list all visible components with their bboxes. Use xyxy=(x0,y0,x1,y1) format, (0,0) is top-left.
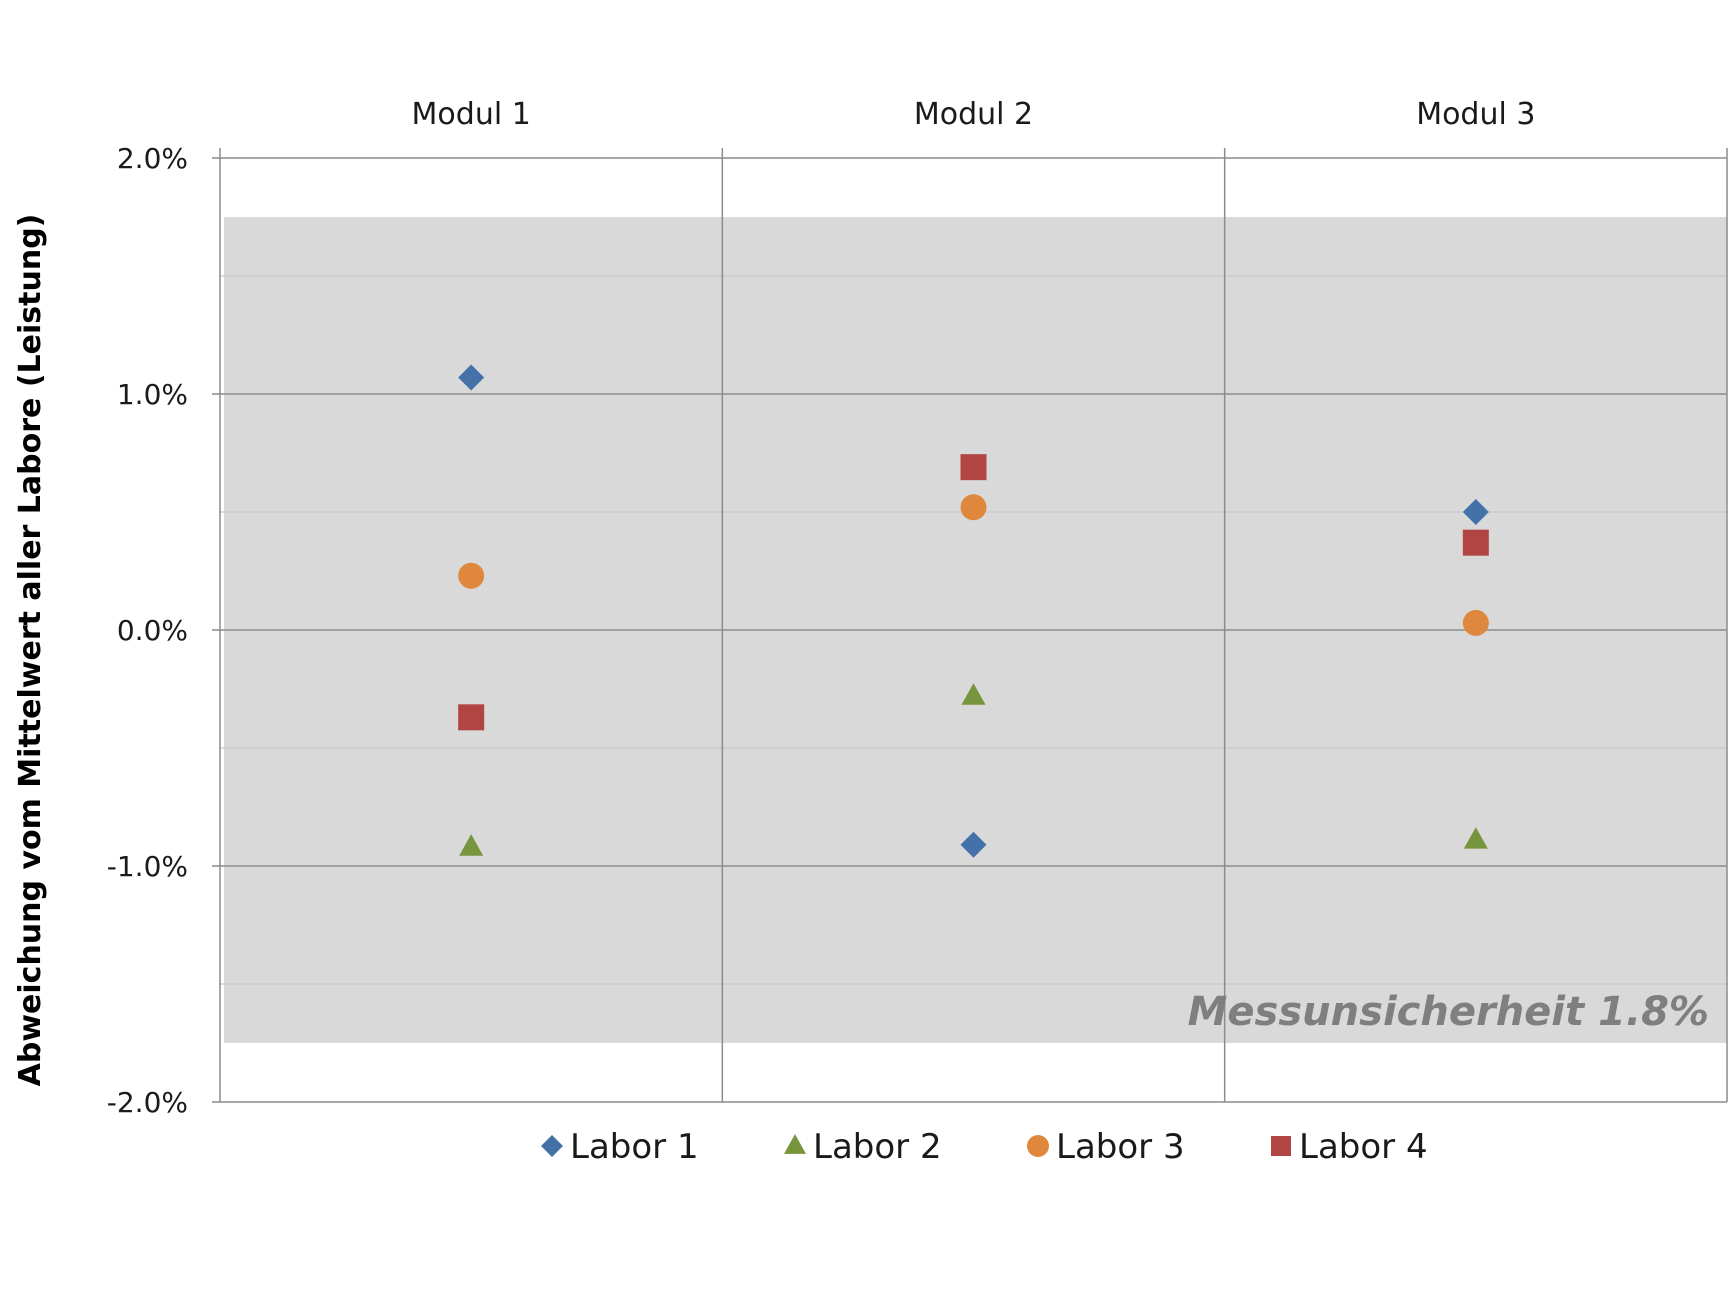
legend-marker xyxy=(784,1134,806,1154)
legend-item-labor-2: Labor 2 xyxy=(784,1127,942,1167)
uncertainty-band-label: Messunsicherheit 1.8% xyxy=(1188,989,1709,1035)
category-label: Modul 2 xyxy=(914,97,1033,132)
y-tick-label: 0.0% xyxy=(117,614,188,647)
legend-marker xyxy=(1027,1135,1049,1157)
marker-labor-1 xyxy=(960,831,987,858)
marker-labor-4 xyxy=(1462,529,1489,556)
legend: Labor 1 Labor 2 Labor 3 Labor 4 xyxy=(541,1127,1428,1167)
marker-labor-2 xyxy=(459,834,484,856)
legend-label: Labor 4 xyxy=(1299,1127,1428,1167)
marker-labor-4 xyxy=(960,454,987,481)
marker-labor-2 xyxy=(961,683,986,705)
y-tick-label: -1.0% xyxy=(107,850,188,883)
marker-labor-1 xyxy=(1462,499,1489,525)
y-tick-label: 1.0% xyxy=(117,378,188,411)
legend-label: Labor 3 xyxy=(1056,1127,1185,1167)
marker-labor-3 xyxy=(458,562,485,589)
category-label: Modul 3 xyxy=(1416,97,1535,132)
category-labels: Modul 1 Modul 2 Modul 3 xyxy=(412,97,1536,132)
legend-item-labor-3: Labor 3 xyxy=(1027,1127,1185,1167)
data-markers xyxy=(458,364,1489,858)
y-tick-labels: 2.0% 1.0% 0.0% -1.0% -2.0% xyxy=(107,142,188,1119)
marker-labor-2 xyxy=(1463,827,1488,849)
marker-labor-3 xyxy=(960,494,987,521)
legend-label: Labor 2 xyxy=(813,1127,942,1167)
legend-marker xyxy=(541,1135,563,1157)
legend-item-labor-1: Labor 1 xyxy=(541,1127,699,1167)
marker-labor-3 xyxy=(1462,609,1489,636)
marker-labor-1 xyxy=(458,364,485,391)
legend-item-labor-4: Labor 4 xyxy=(1271,1127,1428,1167)
legend-label: Labor 1 xyxy=(570,1127,699,1167)
category-label: Modul 1 xyxy=(412,97,531,132)
y-axis-title: Abweichung vom Mittelwert aller Labore (… xyxy=(13,214,48,1087)
marker-labor-4 xyxy=(458,704,485,731)
legend-marker xyxy=(1271,1136,1291,1156)
y-tick-label: 2.0% xyxy=(117,142,188,175)
y-tick-label: -2.0% xyxy=(107,1086,188,1119)
